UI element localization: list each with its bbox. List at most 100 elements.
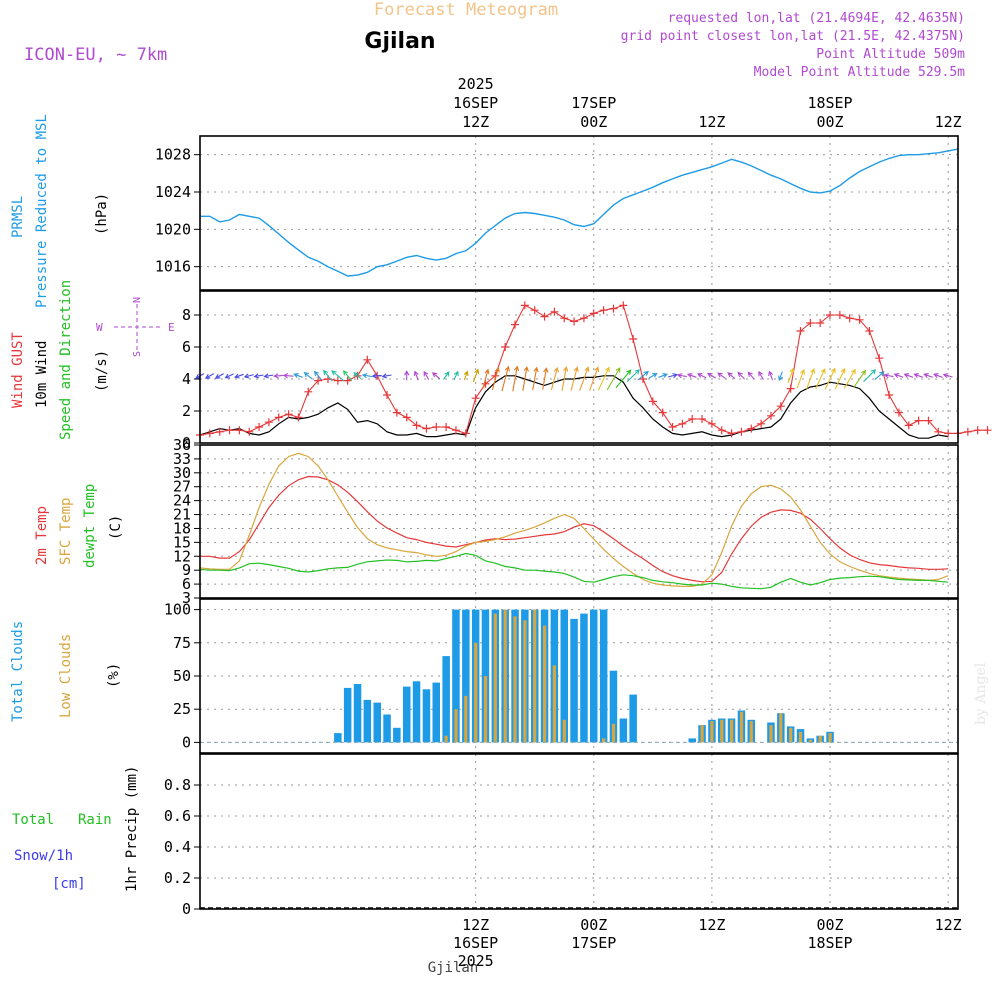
- pressure-label-long: Pressure Reduced to MSL: [34, 114, 50, 308]
- chart-subtitle: Forecast Meteogram: [374, 0, 558, 20]
- wind-arrow: [550, 366, 559, 391]
- y-tick-label: 25: [173, 700, 191, 718]
- wind-arrow: [606, 367, 621, 391]
- total-cloud-bar: [688, 738, 696, 743]
- wind-arrow: [658, 373, 668, 378]
- plot-area: 202516SEP12Z17SEP00Z12Z18SEP00Z12Z19SEP0…: [155, 75, 992, 970]
- gust-marker: [885, 391, 894, 399]
- gust-marker: [343, 376, 352, 385]
- wind-gust-label: Wind GUST: [10, 332, 26, 408]
- gust-marker: [520, 301, 529, 310]
- total-cloud-bar: [373, 702, 381, 743]
- wind-arrow: [491, 366, 500, 391]
- compass-e: E: [168, 321, 175, 334]
- y-tick-label: 0.6: [164, 807, 191, 825]
- low-cloud-bar: [523, 620, 527, 743]
- gust-marker: [914, 416, 923, 425]
- low-cloud-bar: [808, 739, 812, 743]
- wind-arrow: [942, 373, 953, 379]
- wind-arrow: [758, 370, 764, 380]
- bottom-time-label: 17SEP: [571, 934, 616, 952]
- low-cloud-bar: [533, 609, 537, 743]
- wind-arrow: [353, 372, 362, 380]
- low-cloud-bar: [828, 733, 832, 743]
- gust-marker: [264, 418, 273, 427]
- wind-arrow: [787, 367, 795, 383]
- wind-gust-line: [199, 304, 988, 436]
- precip-rain-label: Rain: [78, 812, 112, 828]
- top-time-label: 00Z: [816, 113, 843, 131]
- wind-arrow: [933, 373, 943, 378]
- wind-arrow: [512, 365, 520, 392]
- low-cloud-bar: [552, 665, 556, 743]
- gust-marker: [333, 376, 342, 385]
- low-cloud-bar: [483, 676, 488, 743]
- temp2m-line: [200, 475, 949, 583]
- y-tick-label: 0: [182, 434, 191, 452]
- low-cloud-bar: [818, 735, 822, 743]
- y-tick-label: 6: [182, 575, 191, 593]
- wind-arrow: [313, 370, 323, 381]
- total-cloud-bar: [609, 670, 618, 743]
- y-tick-label: 27: [173, 478, 191, 496]
- grid-point-location: grid point closest lon,lat (21.5E, 42.43…: [621, 29, 965, 44]
- gust-marker: [727, 429, 736, 438]
- y-tick-label: 1024: [155, 183, 191, 201]
- gust-marker: [550, 307, 559, 316]
- wind-arrow: [637, 370, 649, 381]
- wind-arrow: [626, 369, 640, 383]
- gust-marker: [688, 415, 697, 423]
- top-time-label: 17SEP: [571, 94, 616, 112]
- footer-location: Gjilan: [428, 960, 479, 976]
- precip-snow-label: Snow/1h: [14, 848, 73, 864]
- compass-s: S: [132, 351, 143, 357]
- top-time-label: 12Z: [698, 113, 725, 131]
- wind-arrow: [303, 371, 313, 380]
- y-tick-label: 4: [182, 370, 191, 388]
- clouds-total-label: Total Clouds: [10, 621, 26, 722]
- low-cloud-bar: [739, 711, 744, 743]
- y-tick-label: 12: [173, 547, 191, 565]
- low-cloud-bar: [493, 613, 497, 743]
- clouds-unit: (%): [106, 663, 122, 688]
- gust-marker: [314, 376, 323, 385]
- total-cloud-bar: [422, 689, 431, 743]
- low-cloud-bar: [769, 725, 773, 743]
- wind-arrow: [676, 373, 687, 379]
- wind-arrow: [579, 366, 590, 391]
- gust-marker: [570, 317, 579, 326]
- wind-arrow: [453, 370, 459, 381]
- wind-arrow: [874, 371, 885, 381]
- y-tick-label: 15: [173, 533, 191, 551]
- compass-w: W: [96, 321, 103, 334]
- wind-arrow: [482, 368, 490, 389]
- gust-marker: [255, 423, 264, 431]
- wind-unit: (m/s): [94, 350, 110, 392]
- clouds-low-label: Low Clouds: [58, 634, 74, 718]
- top-time-label: 12Z: [462, 113, 489, 131]
- bottom-time-label: 18SEP: [807, 934, 852, 952]
- gust-marker: [451, 426, 460, 435]
- low-cloud-bar: [730, 719, 734, 743]
- wind-arrow: [707, 373, 717, 379]
- pressure-unit: (hPa): [94, 193, 110, 235]
- wind-arrow: [501, 365, 511, 392]
- gust-marker: [245, 427, 254, 436]
- low-cloud-bar: [779, 713, 783, 743]
- total-cloud-bar: [580, 613, 588, 743]
- gust-marker: [501, 343, 510, 351]
- gust-marker: [875, 354, 884, 363]
- gust-marker: [215, 427, 224, 436]
- total-cloud-bar: [619, 718, 628, 743]
- gust-marker: [412, 421, 421, 430]
- wind-10m-label: 10m Wind: [34, 341, 50, 408]
- gust-marker: [274, 413, 283, 422]
- total-cloud-bar: [599, 609, 608, 743]
- y-tick-label: 0.2: [164, 869, 191, 887]
- wind-arrow: [589, 366, 600, 391]
- gust-marker: [205, 429, 214, 438]
- compass-n: N: [132, 297, 143, 303]
- y-tick-label: 100: [164, 601, 191, 619]
- gust-marker: [471, 394, 480, 403]
- wind-compass: N S W E: [96, 297, 175, 357]
